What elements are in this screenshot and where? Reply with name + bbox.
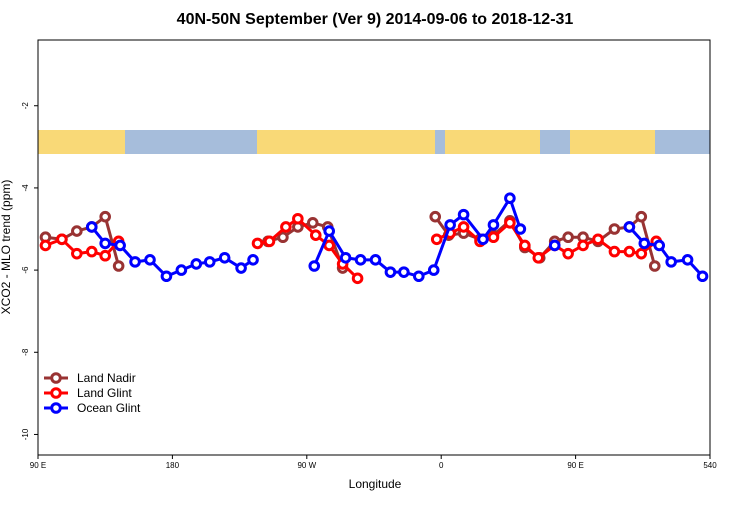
data-point — [323, 239, 336, 252]
data-point — [504, 217, 516, 229]
data-point — [309, 229, 322, 241]
data-point — [144, 254, 156, 266]
data-point — [457, 208, 470, 221]
data-point — [562, 231, 574, 244]
data-point — [99, 249, 111, 262]
data-point — [487, 231, 500, 244]
data-point — [487, 219, 500, 231]
data-point — [160, 270, 173, 283]
data-point — [444, 219, 456, 231]
legend-marker — [50, 402, 62, 414]
y-tick-label: -2 — [21, 102, 30, 110]
data-point — [292, 212, 304, 225]
data-point — [277, 231, 289, 244]
data-point — [681, 254, 694, 266]
data-point — [532, 251, 545, 264]
data-point — [218, 251, 231, 264]
series-line — [44, 217, 658, 280]
data-point — [129, 256, 141, 268]
chart-title: 40N-50N September (Ver 9) 2014-09-06 to … — [177, 11, 574, 28]
data-point — [696, 270, 709, 283]
data-point — [71, 247, 83, 260]
data-point — [39, 239, 52, 252]
data-point — [114, 239, 126, 252]
data-point — [190, 258, 203, 270]
y-tick-label: -4 — [21, 184, 30, 192]
data-point — [427, 264, 440, 276]
legend-label: Land Glint — [77, 386, 132, 400]
x-tick-label: 90 E — [30, 461, 46, 470]
x-axis-label: Longitude — [349, 477, 402, 491]
data-point — [577, 239, 589, 252]
y-axis-label: XCO2 - MLO trend (ppm) — [0, 180, 13, 315]
data-point — [638, 237, 651, 250]
data-point — [235, 262, 247, 274]
data-point — [430, 233, 443, 246]
data-point — [85, 245, 98, 258]
y-tick-label: -10 — [21, 428, 30, 440]
data-point — [635, 247, 648, 260]
data-point — [457, 221, 470, 233]
plot-frame — [37, 39, 711, 456]
data-point — [369, 254, 382, 266]
data-point — [398, 266, 410, 278]
data-point — [339, 251, 352, 264]
data-point — [653, 239, 666, 252]
legend-label: Ocean Glint — [77, 401, 141, 415]
data-point — [623, 245, 636, 258]
data-point — [413, 270, 425, 283]
data-point — [306, 217, 319, 229]
data-point — [562, 247, 574, 260]
data-point — [351, 272, 364, 285]
x-tick-label: 540 — [703, 461, 717, 470]
y-tick-label: -8 — [21, 348, 30, 356]
x-tick-label: 180 — [166, 461, 180, 470]
data-point — [648, 260, 661, 272]
y-tick-label: -6 — [21, 266, 30, 274]
data-point — [71, 225, 83, 237]
x-tick-label: 0 — [439, 461, 444, 470]
data-point — [635, 210, 648, 223]
data-point — [665, 256, 677, 268]
x-tick-label: 90 W — [297, 461, 316, 470]
data-point — [175, 264, 188, 276]
data-point — [354, 254, 367, 266]
data-point — [623, 221, 636, 233]
data-point — [608, 223, 621, 235]
x-tick-label: 90 E — [567, 461, 583, 470]
data-point — [203, 256, 216, 268]
data-point — [99, 210, 111, 223]
data-point — [308, 260, 321, 272]
legend-marker — [50, 387, 62, 399]
data-point — [514, 223, 527, 235]
map-strip — [38, 130, 710, 154]
data-point — [608, 245, 621, 258]
data-point — [519, 239, 531, 252]
data-point — [592, 233, 604, 246]
data-point — [280, 221, 292, 233]
data-point — [504, 192, 516, 204]
data-point — [548, 239, 561, 252]
data-point — [251, 237, 264, 250]
data-point — [477, 233, 489, 246]
data-point — [263, 235, 276, 248]
data-point — [85, 221, 98, 233]
data-point — [429, 210, 442, 223]
data-point — [99, 237, 111, 250]
legend-marker — [50, 372, 62, 384]
data-point — [56, 233, 68, 246]
legend-label: Land Nadir — [77, 371, 136, 385]
data-point — [112, 260, 125, 272]
series-line — [90, 196, 704, 278]
data-point — [323, 225, 336, 237]
data-point — [384, 266, 397, 278]
data-point — [247, 254, 259, 266]
